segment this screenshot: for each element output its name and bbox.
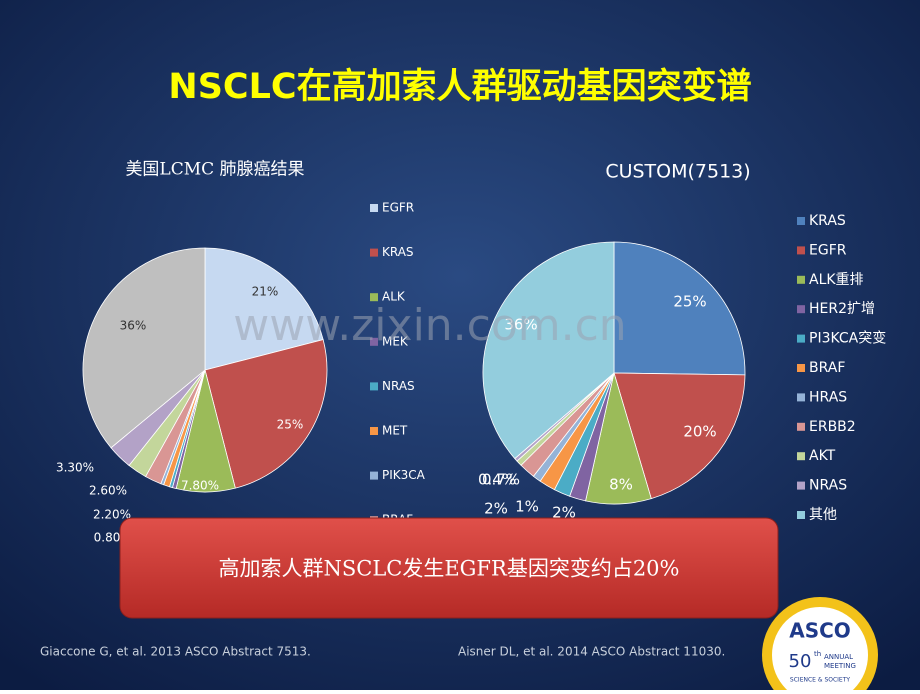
legend-label: HRAS [809, 389, 847, 405]
data-label: 0.80 [94, 531, 121, 545]
data-label: 36% [504, 316, 537, 334]
data-label: 2% [552, 504, 576, 522]
legend-label: MET [382, 424, 408, 438]
slide-title: NSCLC在高加索人群驱动基因突变谱 [168, 67, 751, 107]
chart-title: 美国LCMC 肺腺癌结果 [125, 160, 304, 180]
legend-label: HER2扩增 [809, 301, 875, 317]
pie-slice [204, 339, 328, 489]
legend-label: 其他 [809, 507, 837, 523]
logo: ASCO 50 th ANNUAL MEETING SCIENCE & SOCI… [762, 597, 878, 694]
data-label: 0.4% [478, 471, 516, 489]
data-label: 25% [277, 418, 304, 432]
legend-label: ALK [382, 290, 406, 304]
legend-swatch [370, 293, 378, 302]
legend-label: NRAS [382, 379, 415, 393]
data-label: 20% [683, 423, 716, 441]
data-label: 3.30% [56, 461, 94, 475]
logo-suffix: th [814, 650, 821, 658]
legend-label: PI3KCA突变 [809, 331, 886, 347]
legend-swatch [797, 334, 805, 343]
pie-slice [482, 241, 615, 460]
pie-slice [82, 247, 206, 449]
legend-label: ERBB2 [809, 419, 856, 435]
legend-swatch [797, 481, 805, 490]
data-label: 36% [120, 319, 147, 333]
legend-label: PIK3CA [382, 468, 426, 482]
logo-disc [772, 607, 868, 694]
legend-swatch [370, 471, 378, 480]
pie-slice [613, 372, 746, 500]
data-label: 8% [609, 476, 633, 494]
data-label: 7.80% [181, 479, 219, 493]
citation: Aisner DL, et al. 2014 ASCO Abstract 110… [458, 645, 725, 659]
legend-swatch [370, 204, 378, 212]
data-label: 2.60% [89, 484, 127, 498]
watermark: www.zixin.com.cn [233, 300, 626, 351]
legend-swatch [797, 422, 805, 431]
legend-label: EGFR [809, 242, 847, 258]
legend-swatch [797, 364, 805, 372]
legend-swatch [370, 427, 378, 435]
citation: Giaccone G, et al. 2013 ASCO Abstract 75… [40, 645, 311, 659]
data-label: 2.20% [93, 508, 131, 522]
data-label: 25% [673, 293, 706, 311]
legend-swatch [797, 393, 805, 402]
pie-slice [204, 247, 324, 371]
legend-label: BRAF [809, 360, 845, 376]
legend-label: MEK [382, 334, 409, 348]
legend-label: KRAS [809, 213, 846, 229]
logo-line: MEETING [824, 662, 856, 670]
legend-swatch [797, 246, 805, 255]
legend-swatch [797, 217, 805, 225]
chart-title: CUSTOM(7513) [605, 161, 750, 183]
legend-swatch [797, 275, 805, 284]
logo-name: ASCO [789, 619, 851, 643]
legend-swatch [797, 452, 805, 461]
logo-line: SCIENCE & SOCIETY [790, 677, 850, 684]
legend-label: EGFR [382, 201, 414, 215]
data-label: 0.7% [482, 471, 520, 489]
logo-edition: 50 [789, 651, 812, 672]
charts: 美国LCMC 肺腺癌结果 21% 25% 7.80% 0.80 2.20% 2.60% 3.3… [56, 160, 886, 545]
legend-swatch [797, 511, 805, 519]
legend-swatch [370, 382, 378, 391]
legend-label: ALK重排 [809, 272, 864, 288]
data-label: 1% [515, 498, 539, 516]
legend-label: NRAS [809, 478, 847, 494]
banner-box [119, 517, 779, 619]
logo-line: ANNUAL [824, 653, 853, 661]
data-label: 2% [484, 500, 508, 518]
legend-label: AKT [809, 448, 836, 464]
data-label: 21% [252, 285, 279, 299]
legend-label: KRAS [382, 245, 414, 259]
legend-swatch [797, 305, 805, 314]
legend-swatch [370, 248, 378, 257]
pie-slice [613, 241, 746, 376]
banner-text: 高加索人群NSCLC发生EGFR基因突变约占20% [218, 557, 679, 581]
legend-swatch [370, 337, 378, 346]
